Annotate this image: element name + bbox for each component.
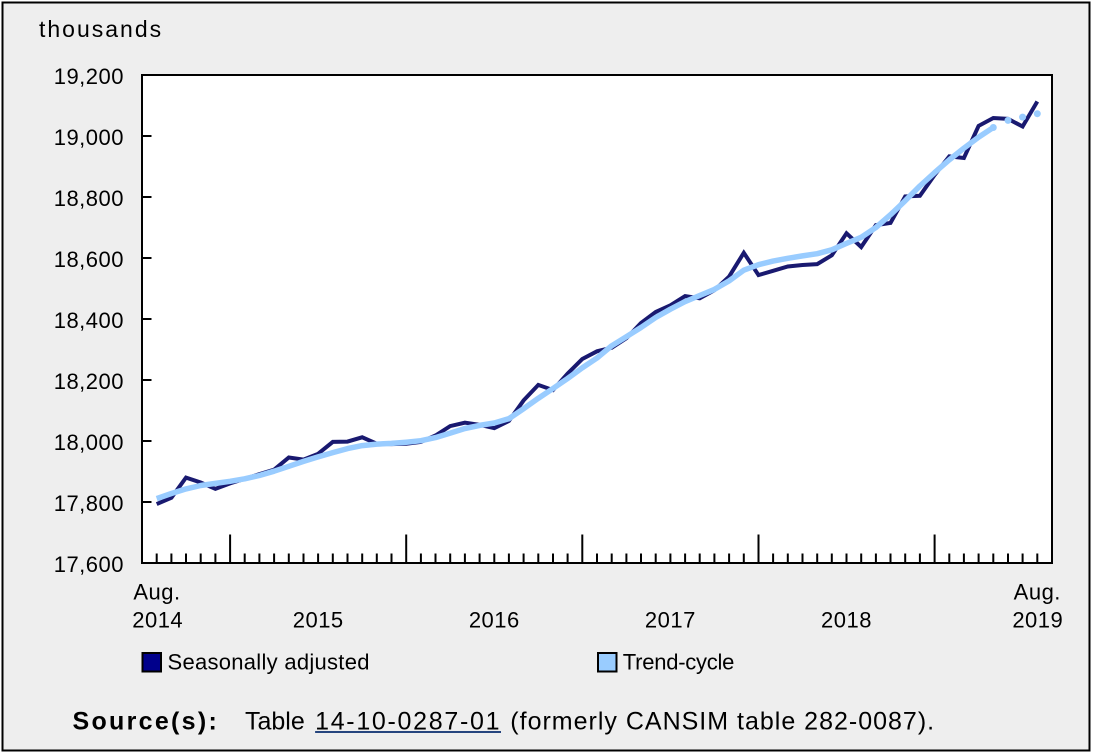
svg-text:Seasonally adjusted: Seasonally adjusted xyxy=(168,650,370,675)
svg-text:18,400: 18,400 xyxy=(54,308,124,333)
svg-text:14-10-0287-01: 14-10-0287-01 xyxy=(315,707,501,735)
svg-text:2019: 2019 xyxy=(1012,608,1063,633)
svg-text:18,200: 18,200 xyxy=(54,369,124,394)
svg-text:Trend-cycle: Trend-cycle xyxy=(623,650,734,675)
svg-text:19,000: 19,000 xyxy=(54,125,124,150)
svg-text:18,800: 18,800 xyxy=(54,186,124,211)
svg-text:Table: Table xyxy=(245,707,305,735)
svg-text:thousands: thousands xyxy=(39,16,163,42)
svg-text:2016: 2016 xyxy=(469,608,520,633)
svg-text:Aug.: Aug. xyxy=(133,580,180,605)
svg-text:(formerly CANSIM table 282-008: (formerly CANSIM table 282-0087). xyxy=(510,707,935,735)
svg-text:2017: 2017 xyxy=(645,608,696,633)
svg-text:17,800: 17,800 xyxy=(54,491,124,516)
svg-text:2014: 2014 xyxy=(132,608,183,633)
svg-text:18,600: 18,600 xyxy=(54,247,124,272)
svg-text:18,000: 18,000 xyxy=(54,430,124,455)
svg-text:19,200: 19,200 xyxy=(54,64,124,89)
svg-text:17,600: 17,600 xyxy=(54,552,124,577)
svg-text:Source(s):: Source(s): xyxy=(73,707,220,735)
svg-text:Aug.: Aug. xyxy=(1014,580,1061,605)
svg-text:2015: 2015 xyxy=(293,608,344,633)
svg-text:2018: 2018 xyxy=(821,608,872,633)
